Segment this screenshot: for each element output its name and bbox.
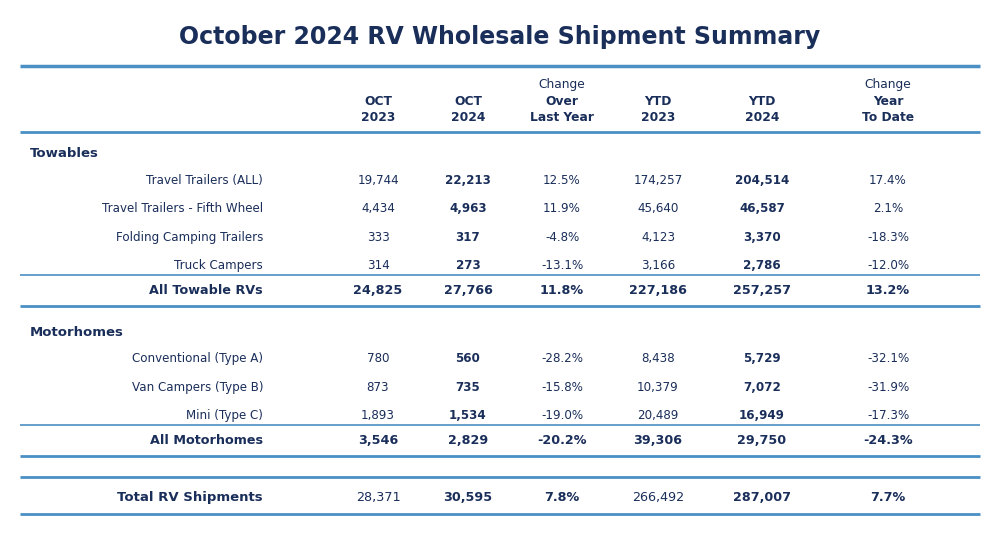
Text: Van Campers (Type B): Van Campers (Type B): [132, 381, 263, 393]
Text: 19,744: 19,744: [357, 174, 399, 187]
Text: 20,489: 20,489: [637, 409, 679, 422]
Text: 3,166: 3,166: [641, 259, 675, 272]
Text: 11.8%: 11.8%: [540, 284, 584, 297]
Text: Travel Trailers (ALL): Travel Trailers (ALL): [146, 174, 263, 187]
Text: 10,379: 10,379: [637, 381, 679, 393]
Text: 2,829: 2,829: [448, 434, 488, 447]
Text: Change: Change: [539, 78, 585, 91]
Text: 287,007: 287,007: [733, 491, 791, 504]
Text: Travel Trailers - Fifth Wheel: Travel Trailers - Fifth Wheel: [102, 202, 263, 216]
Text: 29,750: 29,750: [737, 434, 787, 447]
Text: 17.4%: 17.4%: [869, 174, 907, 187]
Text: 4,963: 4,963: [449, 202, 487, 216]
Text: 3,546: 3,546: [358, 434, 398, 447]
Text: 4,434: 4,434: [361, 202, 395, 216]
Text: Over: Over: [546, 95, 578, 108]
Text: 5,729: 5,729: [743, 352, 781, 365]
Text: 39,306: 39,306: [634, 434, 682, 447]
Text: -19.0%: -19.0%: [541, 409, 583, 422]
Text: All Motorhomes: All Motorhomes: [150, 434, 263, 447]
Text: Truck Campers: Truck Campers: [174, 259, 263, 272]
Text: -32.1%: -32.1%: [867, 352, 909, 365]
Text: 7,072: 7,072: [743, 381, 781, 393]
Text: 27,766: 27,766: [444, 284, 492, 297]
Text: 28,371: 28,371: [356, 491, 400, 504]
Text: Folding Camping Trailers: Folding Camping Trailers: [116, 231, 263, 244]
Text: 4,123: 4,123: [641, 231, 675, 244]
Text: 1,893: 1,893: [361, 409, 395, 422]
Text: 2.1%: 2.1%: [873, 202, 903, 216]
Text: 8,438: 8,438: [641, 352, 675, 365]
Text: 227,186: 227,186: [629, 284, 687, 297]
Text: -17.3%: -17.3%: [867, 409, 909, 422]
Text: YTD: YTD: [748, 95, 776, 108]
Text: 735: 735: [456, 381, 480, 393]
Text: Change: Change: [865, 78, 911, 91]
Text: 11.9%: 11.9%: [543, 202, 581, 216]
Text: October 2024 RV Wholesale Shipment Summary: October 2024 RV Wholesale Shipment Summa…: [179, 25, 821, 49]
Text: -18.3%: -18.3%: [867, 231, 909, 244]
Text: -13.1%: -13.1%: [541, 259, 583, 272]
Text: 317: 317: [456, 231, 480, 244]
Text: 560: 560: [456, 352, 480, 365]
Text: 1,534: 1,534: [449, 409, 487, 422]
Text: OCT: OCT: [364, 95, 392, 108]
Text: -20.2%: -20.2%: [537, 434, 587, 447]
Text: 273: 273: [456, 259, 480, 272]
Text: 46,587: 46,587: [739, 202, 785, 216]
Text: Motorhomes: Motorhomes: [30, 325, 124, 339]
Text: 3,370: 3,370: [743, 231, 781, 244]
Text: 12.5%: 12.5%: [543, 174, 581, 187]
Text: Towables: Towables: [30, 147, 99, 160]
Text: 333: 333: [367, 231, 389, 244]
Text: Conventional (Type A): Conventional (Type A): [132, 352, 263, 365]
Text: 13.2%: 13.2%: [866, 284, 910, 297]
Text: 22,213: 22,213: [445, 174, 491, 187]
Text: 204,514: 204,514: [735, 174, 789, 187]
Text: 257,257: 257,257: [733, 284, 791, 297]
Text: YTD: YTD: [644, 95, 672, 108]
Text: -15.8%: -15.8%: [541, 381, 583, 393]
Text: 2023: 2023: [361, 111, 395, 124]
Text: 174,257: 174,257: [633, 174, 683, 187]
Text: 314: 314: [367, 259, 389, 272]
Text: -12.0%: -12.0%: [867, 259, 909, 272]
Text: Last Year: Last Year: [530, 111, 594, 124]
Text: -4.8%: -4.8%: [545, 231, 579, 244]
Text: 24,825: 24,825: [353, 284, 403, 297]
Text: OCT: OCT: [454, 95, 482, 108]
Text: -31.9%: -31.9%: [867, 381, 909, 393]
Text: 780: 780: [367, 352, 389, 365]
Text: 16,949: 16,949: [739, 409, 785, 422]
Text: 45,640: 45,640: [637, 202, 679, 216]
Text: To Date: To Date: [862, 111, 914, 124]
Text: 2024: 2024: [745, 111, 779, 124]
Text: Mini (Type C): Mini (Type C): [186, 409, 263, 422]
Text: 2,786: 2,786: [743, 259, 781, 272]
Text: -24.3%: -24.3%: [863, 434, 913, 447]
Text: Total RV Shipments: Total RV Shipments: [117, 491, 263, 504]
Text: 2024: 2024: [451, 111, 485, 124]
Text: 266,492: 266,492: [632, 491, 684, 504]
Text: 2023: 2023: [641, 111, 675, 124]
Text: 7.7%: 7.7%: [870, 491, 906, 504]
Text: -28.2%: -28.2%: [541, 352, 583, 365]
Text: Year: Year: [873, 95, 903, 108]
Text: 873: 873: [367, 381, 389, 393]
Text: 30,595: 30,595: [443, 491, 493, 504]
Text: All Towable RVs: All Towable RVs: [149, 284, 263, 297]
Text: 7.8%: 7.8%: [544, 491, 580, 504]
